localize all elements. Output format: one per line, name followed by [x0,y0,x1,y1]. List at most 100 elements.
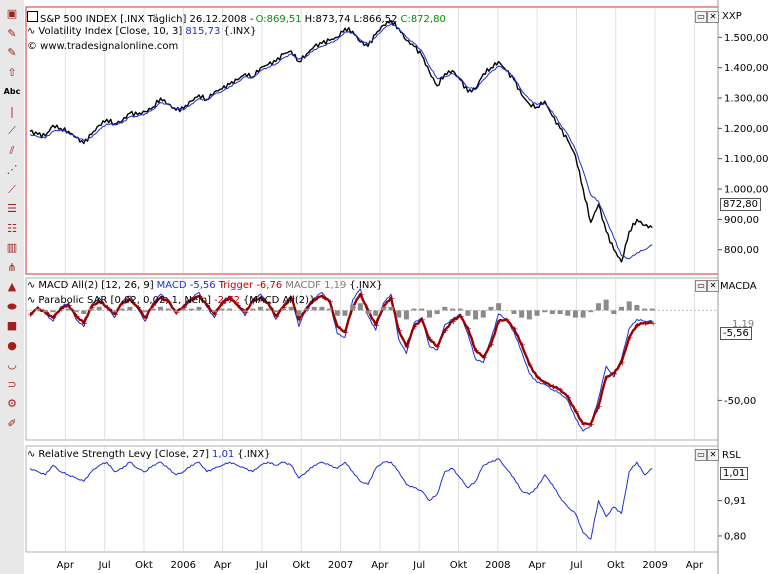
sar-marker: + [627,333,634,342]
rectangle-tool-icon[interactable]: ■ [6,319,18,332]
y-tick-label-0: 900,00 [724,215,759,226]
sar-marker: + [650,319,657,328]
sar-marker: + [143,314,150,323]
x-tick-label: Apr [371,560,389,571]
sar-marker: + [204,301,211,310]
sar-marker: + [373,321,380,330]
magnet-tool-icon[interactable]: ⊃ [7,377,17,391]
parabolic-sar-title[interactable]: ∿ Parabolic SAR [0,02, 0,02, 1, Nein] -2,7… [27,295,318,306]
y-tick-label-0: 1.400,00 [724,63,769,74]
sar-marker: + [81,319,88,328]
rsl-panel-close-icon[interactable]: ✕ [707,449,719,461]
channel-tool-icon[interactable]: ⫽ [9,143,15,157]
sar-marker: + [327,297,334,306]
trigger-value: Trigger -6,76 [218,280,283,291]
volatility-indicator-name: Volatility Index [Close, 10, 3] [38,26,183,37]
rsl-panel-title[interactable]: ∿ Relative Strength Levy [Close, 27] 1,01{… [27,449,273,460]
rsl-title-name: Relative Strength Levy [Close, 27] [38,449,210,460]
sar-marker: + [581,420,588,429]
circle-tool-icon[interactable]: ● [7,338,17,352]
price-panel-window-icon[interactable]: ▭ [695,11,707,23]
y-tick-label-2: 0,80 [724,531,746,542]
sar-marker: + [120,299,127,308]
sar-marker: + [227,294,234,303]
volatility-indicator-title[interactable]: ∿ Volatility Index [Close, 10, 3] 815,73 {.… [27,26,260,37]
ellipse-tool-icon[interactable]: ⬬ [7,299,17,313]
sar-marker: + [150,301,157,310]
sar-marker: + [458,312,465,321]
sar-marker: + [66,301,73,310]
sar-marker: + [389,294,396,303]
line-tool-icon[interactable]: ⟋ [8,124,16,137]
sar-marker: + [450,317,457,326]
x-tick-label: Apr [528,560,546,571]
vertical-line-tool-icon[interactable]: | [10,104,14,118]
series-line-s-p- [29,20,653,263]
trendline-tool-icon[interactable]: ⟋ [8,182,16,196]
macdf-value: MACDF 1,19 [285,280,347,291]
sar-marker: + [435,342,442,351]
x-tick-label: 2008 [485,560,510,571]
volatility-indicator-value: 815,73 [185,26,221,37]
y-tick-label-0: 1.500,00 [724,33,769,44]
sar-marker: + [342,328,349,337]
eraser-tool-icon[interactable]: ✐ [7,416,17,430]
price-panel-title: S&P 500 INDEX [.INX Täglich] 26.12.2008 … [27,11,449,25]
text-tool-icon[interactable]: Abc [3,87,21,96]
fib-fan-tool-icon[interactable]: ☷ [7,221,17,235]
arc-tool-icon[interactable]: ◡ [7,358,17,371]
price-axis-name: XXP [722,11,742,22]
series-line-trigger [29,293,653,426]
sar-marker: + [565,393,572,402]
gann-tool-icon[interactable]: ⋰ [6,163,18,176]
sar-marker: + [542,378,549,387]
y-tick-label-0: 1.200,00 [724,124,769,135]
pointer-tool-icon[interactable]: ▣ [6,7,18,20]
bars-tool-icon[interactable]: ▥ [6,241,18,254]
sar-marker: + [289,294,296,303]
sar-marker: + [504,315,511,324]
sar-marker: + [588,420,595,429]
price-panel-close-icon[interactable]: ✕ [707,11,719,23]
macd-panel-title[interactable]: ∿ MACD All(2) [12, 26, 9] MACD -5,56 Trigge… [27,280,386,291]
x-tick-label: Okt [607,560,625,571]
x-tick-label: Jul [569,560,582,571]
pitchfork-tool-icon[interactable]: ⋔ [7,260,17,274]
macd-value: MACD -5,56 [156,280,216,291]
sar-marker: + [28,310,35,319]
macd-panel-window-icon[interactable]: ▭ [695,280,707,292]
sar-marker: + [473,346,480,355]
sar-marker: + [197,292,204,301]
sar-marker: + [43,308,50,317]
x-tick-label: 2006 [171,560,196,571]
macd-panel-close-icon[interactable]: ✕ [707,280,719,292]
settings-tool-icon[interactable]: ⚙ [7,397,17,410]
ohlc-open: O:869,51 [255,14,302,25]
sar-marker: + [173,308,180,317]
x-tick-label: 2009 [642,560,667,571]
panel-frame-1 [25,277,719,441]
y-tick-label-0: 1.000,00 [724,185,769,196]
chart-type-icon[interactable] [27,11,38,22]
sar-marker: + [158,294,165,303]
macd-title-name: MACD All(2) [12, 26, 9] [38,280,154,291]
fibonacci-tool-icon[interactable]: ☰ [7,202,17,215]
panel-frame-0 [25,6,719,275]
sar-marker: + [58,305,65,314]
rsl-symbol: {.INX} [237,449,271,460]
series-line-relative-strength-levy [29,458,653,540]
pencil-alt-tool-icon[interactable]: ✎ [7,46,17,59]
pencil-tool-icon[interactable]: ✎ [7,26,17,40]
sar-marker: + [319,292,326,301]
sar-marker: + [112,310,119,319]
sar-marker: + [51,314,58,323]
arrow-tool-icon[interactable]: ⇧ [7,65,17,79]
macd-symbol: {.INX} [349,280,383,291]
y-tick-label-0: 800,00 [724,245,759,256]
sar-marker: + [266,299,273,308]
volatility-indicator-symbol: {.INX} [223,26,257,37]
rsl-last-value: 1,01 [720,467,749,480]
rsl-panel-window-icon[interactable]: ▭ [695,449,707,461]
triangle-tool-icon[interactable]: ▲ [7,280,17,293]
x-tick-label: 2007 [328,560,353,571]
